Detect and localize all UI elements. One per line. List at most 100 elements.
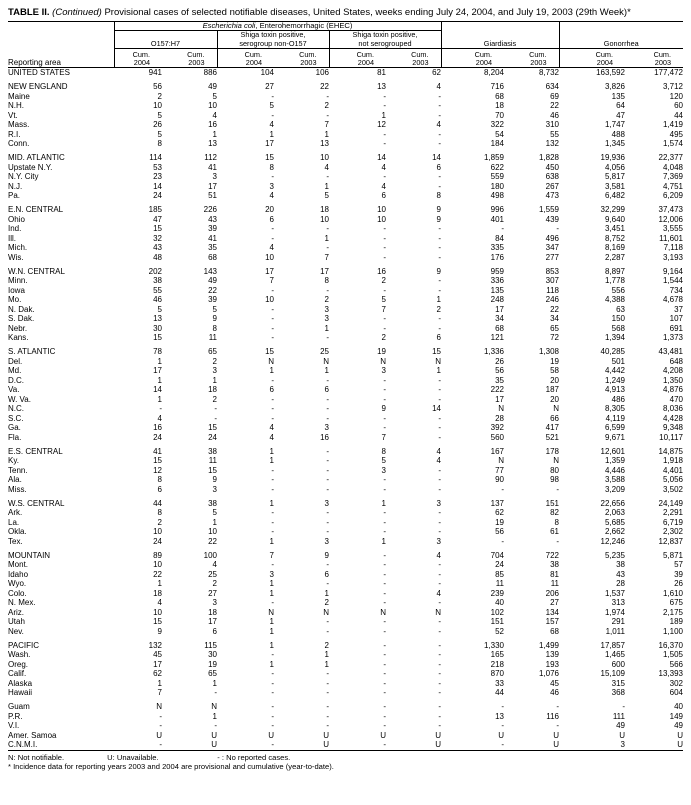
value-cell: 9,671 <box>604 432 625 442</box>
value-cell: 6,482 <box>604 191 625 201</box>
value-cell: 4 <box>212 110 217 120</box>
value-cell: 24 <box>208 432 217 442</box>
value-cell: 1 <box>212 517 217 527</box>
table-row: N.J. 14 17 3 1 4-180 267 3,581 4,751 <box>8 182 683 192</box>
value-cell: 15 <box>265 347 274 357</box>
value-cell: - <box>271 375 274 385</box>
value-cell: U <box>156 730 162 740</box>
value-cell: 1 <box>212 375 217 385</box>
value-cell: 18 <box>208 385 217 395</box>
value-cell: - <box>438 233 441 243</box>
value-cell: 45 <box>153 650 162 660</box>
reporting-area-cell: Idaho <box>8 569 29 579</box>
value-cell: 10 <box>153 560 162 570</box>
value-cell: 622 <box>490 162 504 172</box>
value-cell: 291 <box>611 617 625 627</box>
value-cell: 1,499 <box>538 640 559 650</box>
value-cell: 3 <box>212 172 217 182</box>
reporting-area-cell: W.S. CENTRAL <box>8 498 65 508</box>
value-cell: 17 <box>495 394 504 404</box>
value-cell: 85 <box>495 569 504 579</box>
value-cell: 69 <box>550 91 559 101</box>
value-cell: - <box>159 721 162 731</box>
value-cell: 13,393 <box>658 669 683 679</box>
value-cell: - <box>383 101 386 111</box>
value-cell: - <box>438 432 441 442</box>
value-cell: 4 <box>269 120 274 130</box>
value-cell: 9 <box>212 475 217 485</box>
value-cell: 310 <box>545 120 559 130</box>
reporting-area-cell: D.C. <box>8 375 24 385</box>
value-cell: 12,601 <box>600 446 625 456</box>
value-cell: 30 <box>208 650 217 660</box>
value-cell: - <box>271 233 274 243</box>
value-cell: - <box>438 129 441 139</box>
value-cell: - <box>271 678 274 688</box>
value-cell: 566 <box>669 659 683 669</box>
value-cell: - <box>438 517 441 527</box>
value-cell: N <box>380 607 386 617</box>
table-row: E.S. CENTRAL 41 38 1 - 8 4 167 178 12,601 14,875 <box>8 442 683 456</box>
value-cell: - <box>383 626 386 636</box>
table-row: Utah 15 17 1 - - - 151 157 291 189 <box>8 617 683 627</box>
value-cell: 189 <box>669 617 683 627</box>
value-cell: 7 <box>381 432 386 442</box>
value-cell: 26 <box>674 579 683 589</box>
value-cell: - <box>383 569 386 579</box>
table-header: Reporting area Escherichia coli, Enteroh… <box>8 20 683 69</box>
value-cell: 19 <box>208 659 217 669</box>
value-cell: 704 <box>490 550 504 560</box>
value-cell: 1,537 <box>604 588 625 598</box>
value-cell: 488 <box>611 129 625 139</box>
value-cell: 41 <box>208 162 217 172</box>
value-cell: 115 <box>204 640 217 650</box>
value-cell: 1 <box>324 650 329 660</box>
value-cell: 1 <box>436 295 441 305</box>
value-cell: 18 <box>153 588 162 598</box>
value-cell: 1,336 <box>483 347 504 357</box>
reporting-area-cell: W. Va. <box>8 394 31 404</box>
value-cell: 1 <box>269 659 274 669</box>
value-cell: 57 <box>674 560 683 570</box>
value-cell: - <box>383 423 386 433</box>
value-cell: 5 <box>212 508 217 518</box>
table-row: PACIFIC 132 115 1 2 - - 1,330 1,499 17,857 16,370 <box>8 636 683 650</box>
value-cell: - <box>114 740 162 751</box>
reporting-area-cell: Mo. <box>8 295 22 305</box>
value-cell: - <box>383 678 386 688</box>
value-cell: 44 <box>495 688 504 698</box>
reporting-area-cell: P.R. <box>8 711 23 721</box>
value-cell: 17 <box>208 617 217 627</box>
table-row: Va. 14 18 6 6 - - 222 187 4,913 4,876 <box>8 385 683 395</box>
value-cell: - <box>438 465 441 475</box>
table-row: Wyo. 1 2 1 - - - 11 11 28 26 <box>8 579 683 589</box>
reporting-area-cell: Minn. <box>8 276 28 286</box>
value-cell: 4,446 <box>604 465 625 475</box>
value-cell: 1,350 <box>662 375 683 385</box>
reporting-area-cell: N.J. <box>8 181 23 191</box>
value-cell: 556 <box>611 285 625 295</box>
value-cell: 3 <box>324 314 329 324</box>
value-cell: - <box>271 508 274 518</box>
value-cell: - <box>271 527 274 537</box>
table-row: Vt. 5 4 - - 1 - 70 46 47 44 <box>8 111 683 121</box>
value-cell: - <box>383 172 386 182</box>
value-cell: - <box>383 252 386 262</box>
value-cell: 7,369 <box>662 172 683 182</box>
value-cell: - <box>383 659 386 669</box>
reporting-area-cell: N.Y. City <box>8 172 39 182</box>
value-cell: 1 <box>269 588 274 598</box>
ehec-italic-label: Escherichia coli <box>202 21 256 30</box>
value-cell: - <box>383 702 386 712</box>
value-cell: N <box>156 702 162 712</box>
value-cell: 8,752 <box>604 233 625 243</box>
value-cell: 1 <box>269 640 274 650</box>
value-cell: 3 <box>436 536 441 546</box>
value-cell: 3 <box>324 423 329 433</box>
value-cell: 5 <box>324 191 329 201</box>
table-row: Oreg. 17 19 1 1 - - 218 193 600 566 <box>8 660 683 670</box>
value-cell: 4 <box>269 243 274 253</box>
value-cell: 39 <box>208 295 217 305</box>
value-cell: 8,305 <box>604 404 625 414</box>
value-cell: 1,828 <box>538 153 559 163</box>
